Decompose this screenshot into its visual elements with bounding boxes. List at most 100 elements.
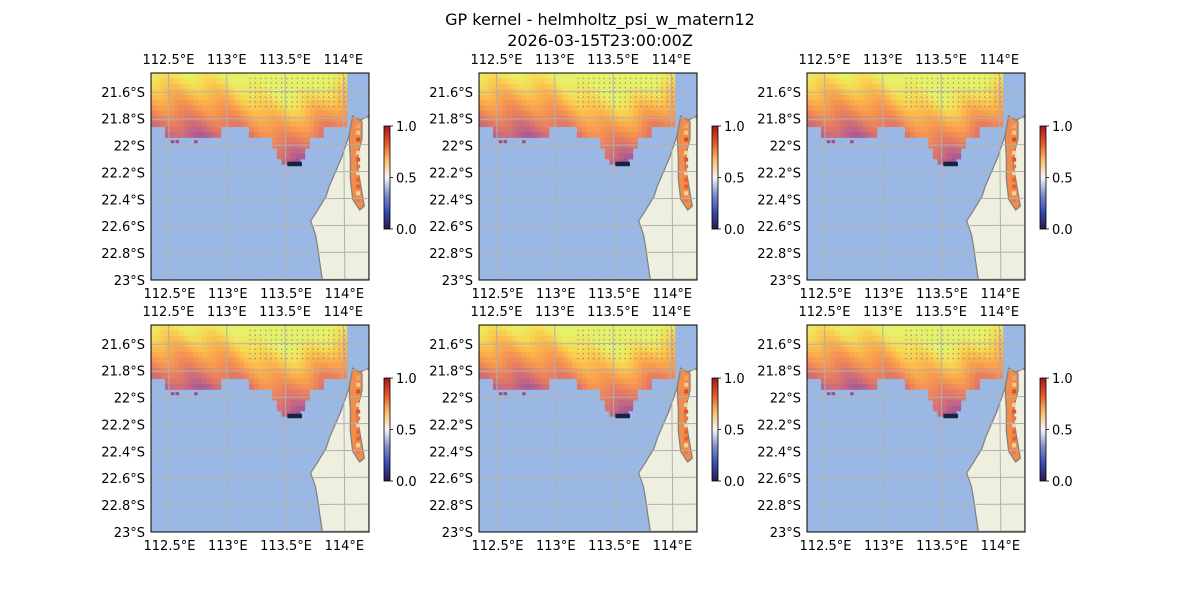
field-cell bbox=[290, 384, 296, 390]
field-cell bbox=[230, 351, 236, 358]
field-cell bbox=[572, 78, 578, 85]
field-cell bbox=[572, 94, 578, 101]
field-cell bbox=[614, 89, 620, 95]
field-cell bbox=[988, 89, 994, 95]
field-cell bbox=[318, 357, 324, 363]
figure-title: GP kernel - helmholtz_psi_w_matern12 bbox=[445, 10, 755, 29]
field-cell bbox=[151, 335, 156, 342]
field-cell bbox=[872, 373, 878, 380]
field-cell bbox=[830, 378, 836, 385]
xtick-label-top: 112.5°E bbox=[143, 305, 195, 320]
vector-dot bbox=[619, 343, 621, 346]
field-cell bbox=[295, 132, 301, 138]
field-cell bbox=[646, 83, 652, 90]
ytick-label: 23°S bbox=[114, 526, 145, 541]
field-cell bbox=[328, 89, 334, 95]
vector-dot bbox=[650, 343, 653, 346]
vector-dot bbox=[301, 353, 304, 355]
field-cell bbox=[623, 351, 629, 358]
field-cell bbox=[876, 99, 882, 106]
field-cell bbox=[267, 94, 273, 101]
field-cell bbox=[244, 362, 250, 369]
field-cell bbox=[318, 335, 324, 342]
vector-dot bbox=[259, 353, 262, 355]
field-cell bbox=[234, 351, 240, 358]
vector-dot bbox=[968, 353, 970, 355]
field-cell bbox=[970, 330, 976, 337]
xtick-label-bottom: 113.5°E bbox=[260, 287, 312, 302]
vector-dot bbox=[957, 357, 960, 360]
field-cell bbox=[923, 78, 929, 85]
field-cell bbox=[642, 384, 648, 390]
field-cell bbox=[914, 110, 920, 117]
field-cell bbox=[188, 99, 194, 106]
vector-dot bbox=[259, 334, 262, 336]
field-cell bbox=[839, 325, 845, 331]
vector-dot bbox=[624, 334, 626, 336]
field-cell-low bbox=[620, 413, 626, 419]
gridline-lon bbox=[823, 325, 827, 532]
peninsula-cell bbox=[684, 130, 689, 135]
field-cell bbox=[872, 362, 878, 369]
field-cell bbox=[586, 110, 592, 117]
vector-dot bbox=[947, 105, 949, 108]
field-cell bbox=[286, 384, 292, 390]
vector-dot bbox=[994, 339, 996, 341]
field-cell bbox=[872, 94, 878, 101]
field-cell bbox=[479, 330, 484, 337]
vector-dot bbox=[952, 329, 954, 332]
field-cell bbox=[553, 83, 559, 90]
field-cell bbox=[502, 384, 508, 390]
field-cell bbox=[332, 99, 338, 106]
field-cell bbox=[248, 384, 254, 390]
vector-dot bbox=[656, 96, 658, 98]
field-cell bbox=[206, 362, 212, 369]
field-cell bbox=[984, 346, 990, 353]
colorbar-tick-label: 1.0 bbox=[724, 120, 745, 135]
vector-dot bbox=[957, 82, 960, 84]
field-cell bbox=[900, 373, 906, 380]
vector-dot bbox=[619, 91, 621, 94]
field-cell bbox=[937, 94, 943, 101]
field-cell bbox=[295, 126, 301, 133]
field-cell bbox=[314, 346, 320, 353]
field-cell bbox=[946, 121, 952, 128]
field-cell bbox=[816, 105, 822, 111]
field-cell bbox=[811, 110, 817, 117]
field-cell bbox=[590, 126, 596, 133]
field-cell bbox=[965, 89, 971, 95]
field-cell bbox=[534, 126, 540, 133]
field-cell bbox=[886, 73, 892, 79]
map-area bbox=[151, 325, 369, 532]
field-cell bbox=[304, 335, 310, 342]
field-cell bbox=[328, 94, 334, 101]
field-cell bbox=[609, 94, 615, 101]
map-frame bbox=[806, 324, 1026, 533]
field-cell bbox=[281, 73, 287, 79]
field-cell bbox=[816, 94, 822, 101]
field-cell bbox=[876, 357, 882, 363]
field-cell bbox=[492, 110, 498, 117]
field-cell bbox=[544, 105, 550, 111]
vector-dot bbox=[650, 101, 653, 103]
vector-dot bbox=[598, 343, 600, 346]
vector-dot bbox=[921, 82, 923, 84]
field-cell bbox=[834, 73, 840, 79]
field-cell bbox=[488, 78, 494, 85]
field-cell bbox=[890, 325, 896, 331]
vector-dot bbox=[286, 82, 288, 84]
field-cell bbox=[590, 373, 596, 380]
field-cell bbox=[192, 346, 198, 353]
field-cell bbox=[544, 78, 550, 85]
field-cell bbox=[262, 126, 268, 133]
field-cell bbox=[965, 384, 971, 390]
vector-dot bbox=[322, 87, 325, 89]
field-cell bbox=[876, 78, 882, 85]
vector-dot bbox=[910, 105, 912, 108]
vector-dot bbox=[338, 334, 340, 336]
field-cell bbox=[848, 126, 854, 133]
vector-dot bbox=[921, 77, 923, 80]
field-cell bbox=[281, 110, 287, 117]
field-cell bbox=[881, 83, 887, 90]
field-cell bbox=[230, 94, 236, 101]
